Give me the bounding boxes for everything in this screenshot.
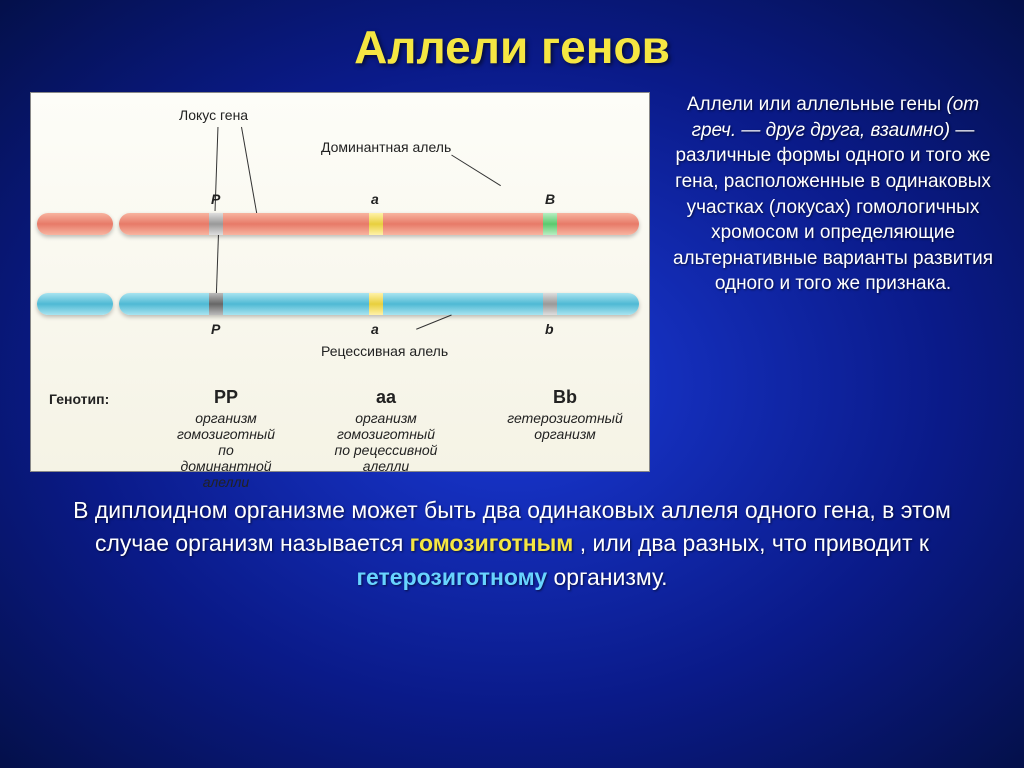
definition-term: Аллели или аллельные гены — [687, 94, 941, 115]
band-b-bottom — [543, 293, 557, 315]
allele-label-a-bottom: a — [371, 321, 379, 337]
definition-body: — различные формы одного и того же гена,… — [673, 120, 993, 295]
bottom-text-2: , или два разных, что приводит к — [580, 530, 929, 556]
chromosome-diagram: Локус гена Доминантная алель P a B P a b… — [30, 92, 650, 472]
genotype-Bb-desc: организм — [505, 426, 625, 442]
term-heterozygous: гетерозиготному — [356, 564, 547, 590]
band-a-bottom — [369, 293, 383, 315]
allele-label-B-top: B — [545, 191, 555, 207]
allele-label-P-top: P — [211, 191, 220, 207]
allele-label-b-bottom: b — [545, 321, 554, 337]
leader-line — [216, 231, 219, 293]
term-homozygous: гомозиготным — [410, 530, 574, 556]
genotype-PP-desc: по доминантной — [171, 442, 281, 474]
dominant-allele-label: Доминантная алель — [321, 139, 451, 155]
leader-line — [451, 155, 501, 187]
locus-label: Локус гена — [179, 107, 248, 123]
genotype-Bb-symbol: Bb — [505, 387, 625, 408]
definition-text: Аллели или аллельные гены (от греч. — др… — [672, 92, 994, 472]
genotype-PP-desc: организм — [171, 410, 281, 426]
genotype-aa-symbol: aa — [331, 387, 441, 408]
band-P-top — [209, 213, 223, 235]
bottom-text-3: организму. — [554, 564, 668, 590]
recessive-allele-label: Рецессивная алель — [321, 343, 448, 359]
genotype-Bb-desc: гетерозиготный — [505, 410, 625, 426]
genotype-Bb: Bb гетерозиготный организм — [505, 387, 625, 442]
bottom-paragraph: В диплоидном организме может быть два од… — [0, 472, 1024, 594]
genotype-aa-desc: гомозиготный — [331, 426, 441, 442]
main-layout: Локус гена Доминантная алель P a B P a b… — [0, 74, 1024, 472]
genotype-PP-symbol: PP — [171, 387, 281, 408]
chromosome-bottom-short-arm — [37, 293, 113, 315]
band-a-top — [369, 213, 383, 235]
chromosome-top-short-arm — [37, 213, 113, 235]
genotype-label: Генотип: — [49, 391, 109, 407]
genotype-PP-desc: алелли — [171, 474, 281, 490]
genotype-PP: PP организм гомозиготный по доминантной … — [171, 387, 281, 490]
chromosome-top-long-arm — [119, 213, 639, 235]
genotype-PP-desc: гомозиготный — [171, 426, 281, 442]
page-title: Аллели генов — [0, 0, 1024, 74]
genotype-aa-desc: по рецессивной — [331, 442, 441, 458]
allele-label-P-bottom: P — [211, 321, 220, 337]
band-B-top — [543, 213, 557, 235]
genotype-aa: aa организм гомозиготный по рецессивной … — [331, 387, 441, 474]
allele-label-a-top: a — [371, 191, 379, 207]
genotype-aa-desc: организм — [331, 410, 441, 426]
band-P-bottom — [209, 293, 223, 315]
leader-line — [416, 315, 452, 330]
chromosome-bottom-long-arm — [119, 293, 639, 315]
genotype-aa-desc: алелли — [331, 458, 441, 474]
